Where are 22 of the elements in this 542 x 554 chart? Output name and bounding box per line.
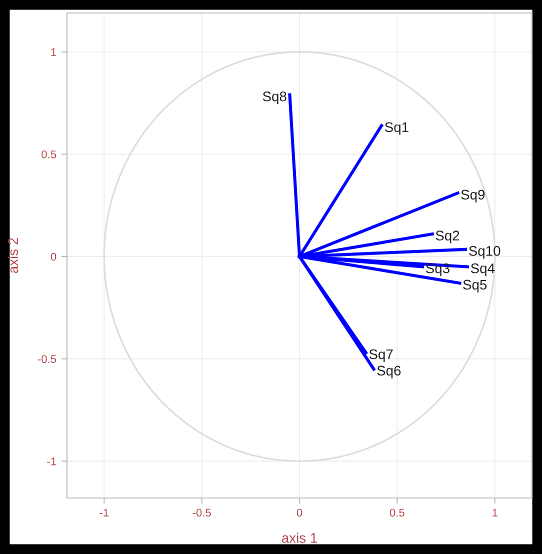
series-label: Sq4 — [470, 263, 495, 276]
x-tick-label: 0.5 — [390, 508, 404, 517]
series-label: Sq1 — [384, 122, 408, 135]
series-label: Sq2 — [436, 230, 460, 244]
y-axis-title: axis 2 — [8, 238, 18, 274]
series-label: Sq8 — [262, 92, 286, 104]
y-tick-label: 1 — [51, 48, 56, 56]
series-label: Sq7 — [369, 349, 393, 362]
series-label: Sq9 — [461, 190, 485, 202]
series-label: Sq3 — [426, 263, 450, 276]
series-label: Sq10 — [468, 246, 500, 259]
y-tick-label: 0.5 — [42, 150, 56, 158]
series-label: Sq6 — [377, 366, 401, 378]
y-tick-label: 0 — [50, 252, 56, 261]
x-tick-label: 0 — [296, 508, 302, 517]
x-axis-title: axis 1 — [282, 532, 317, 543]
series-label: Sq5 — [463, 280, 487, 292]
y-tick-label: -0.5 — [38, 355, 56, 363]
x-tick-label: -0.5 — [192, 508, 211, 517]
x-tick-label: -1 — [100, 508, 109, 516]
x-tick-label: 1 — [492, 508, 498, 516]
y-tick-label: -1 — [47, 458, 56, 466]
